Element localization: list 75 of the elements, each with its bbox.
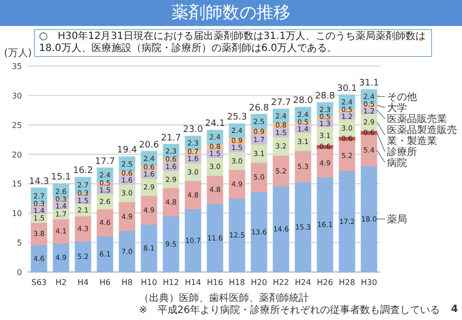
x-tick-label: S63: [31, 278, 47, 287]
y-tick-label: 35: [12, 62, 22, 71]
x-tick-label: H18: [228, 278, 246, 287]
series-label: 医薬品製造販売業・製造業: [386, 124, 457, 148]
y-tick-label: 15: [12, 180, 22, 189]
x-tick-label: H6: [99, 278, 111, 287]
chart-subtitle: ○ H30年12月31日現在における届出薬剤師数は31.1万人、このうち薬局薬剤師数は18.0万人、医療施設（病院・診療所）の薬剤師は6.0万人である。: [34, 29, 432, 57]
x-tick-label: H24: [294, 278, 312, 287]
bar: [316, 176, 334, 272]
bar: [272, 186, 290, 272]
x-tick-label: H30: [360, 278, 378, 287]
bar: [140, 224, 158, 272]
bar: [52, 242, 70, 272]
series-label: その他: [386, 91, 417, 104]
bar: [184, 208, 202, 272]
total-label: 23.0: [182, 125, 204, 136]
x-tick-label: H4: [77, 278, 89, 287]
total-label: 30.1: [336, 84, 358, 94]
bar: [74, 241, 92, 272]
y-tick-label: 30: [12, 91, 22, 100]
series-label: 診療所: [386, 146, 417, 158]
text: ※ 平成26年より病院・診療所それぞれの従事者数も調査している: [138, 305, 440, 317]
total-label: 20.6: [138, 140, 160, 150]
series-label: 医薬品販売業: [386, 113, 447, 126]
bar: [228, 198, 246, 272]
total-label: 16.2: [72, 166, 94, 176]
y-tick-label: 0: [16, 268, 22, 277]
series-label: 大学: [386, 102, 407, 114]
total-label: 27.7: [270, 98, 292, 108]
x-tick-label: H14: [184, 278, 202, 287]
total-label: 14.3: [28, 176, 50, 187]
y-axis-title: (万人): [4, 48, 32, 59]
bar: [360, 134, 378, 166]
total-label: 17.7: [94, 156, 116, 167]
bar: [250, 192, 268, 272]
x-tick-label: H20: [250, 278, 268, 287]
x-tick-label: H12: [162, 278, 180, 287]
total-label: 24.1: [204, 119, 226, 130]
bar: [294, 150, 312, 182]
x-tick-label: H26: [316, 278, 334, 287]
bar: [206, 203, 224, 272]
chart-title: 薬剤師数の推移: [0, 0, 462, 26]
y-tick-label: 10: [12, 209, 22, 218]
y-tick-label: 20: [12, 150, 22, 160]
bar: [338, 170, 356, 272]
x-tick-label: H16: [206, 278, 224, 287]
x-tick-label: H2: [55, 278, 67, 287]
bar: [162, 216, 180, 272]
total-label: 21.7: [160, 133, 182, 144]
bar: [118, 230, 136, 272]
bar: [294, 182, 312, 272]
text: 4: [451, 304, 458, 315]
bar: [184, 180, 202, 210]
bar: [360, 166, 378, 272]
x-tick-label: H8: [121, 278, 133, 287]
bar: [96, 236, 114, 272]
series-label: 薬局: [386, 214, 407, 226]
bar: [250, 162, 268, 192]
total-label: 25.3: [226, 112, 248, 123]
x-tick-label: H28: [338, 278, 356, 287]
total-label: 26.8: [248, 103, 270, 114]
x-tick-label: H22: [272, 278, 290, 287]
text: （出典）医師、歯科医師、薬剤師統計: [138, 293, 310, 304]
y-tick-label: 5: [16, 238, 22, 248]
total-label: 15.1: [50, 172, 72, 183]
y-tick-label: 25: [12, 120, 22, 130]
total-label: 28.0: [292, 96, 314, 106]
total-label: 31.1: [358, 78, 380, 89]
bar: [272, 155, 290, 186]
total-label: 28.8: [314, 91, 336, 102]
bar: [162, 188, 180, 216]
total-label: 19.4: [116, 146, 138, 156]
x-tick-label: H10: [140, 278, 158, 287]
series-label: 病院: [386, 157, 407, 170]
bar: [228, 169, 246, 199]
